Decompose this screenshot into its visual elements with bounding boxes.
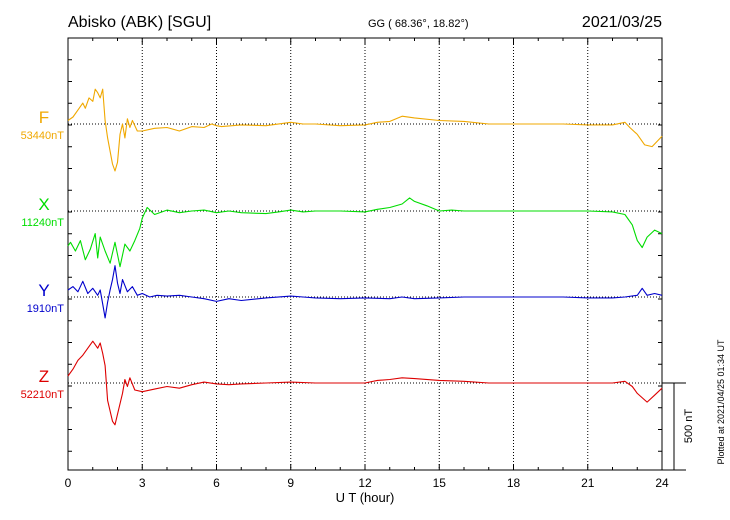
series-name-y: Y (38, 281, 49, 300)
baseline-value-y: 1910nT (27, 303, 65, 315)
series-line-z (67, 340, 663, 426)
baseline-value-x: 11240nT (21, 217, 64, 229)
x-tick-label-18: 18 (507, 476, 521, 490)
x-tick-labels: 0 3 6 9 12 15 18 21 24 (65, 476, 669, 490)
scale-bar-label: 500 nT (683, 409, 695, 444)
series-line-y (67, 265, 663, 319)
series-name-x: X (38, 195, 49, 214)
minor-ticks (67, 38, 663, 470)
baseline-value-f: 53440nT (21, 130, 65, 142)
x-tick-label-9: 9 (287, 476, 294, 490)
baseline-value-z: 52210nT (21, 389, 65, 401)
series-lines (67, 88, 663, 426)
series-line-x (67, 197, 663, 268)
coordinates-label: GG ( 68.36°, 18.82°) (368, 18, 469, 30)
x-tick-label-6: 6 (213, 476, 220, 490)
x-axis-label: U T (hour) (336, 490, 395, 505)
plotted-at-note: Plotted at 2021/04/25 01:34 UT (716, 339, 726, 465)
series-name-f: F (39, 108, 49, 127)
station-title: Abisko (ABK) [SGU] (68, 14, 211, 31)
x-tick-label-0: 0 (65, 476, 72, 490)
series-labels: F 53440nT X 11240nT Y 1910nT Z 52210nT (21, 108, 65, 401)
date-label: 2021/03/25 (582, 14, 662, 31)
x-tick-label-24: 24 (655, 476, 669, 490)
series-name-z: Z (39, 367, 49, 386)
vertical-gridlines (141, 38, 589, 470)
x-tick-label-21: 21 (581, 476, 595, 490)
x-tick-label-3: 3 (139, 476, 146, 490)
series-line-f (67, 88, 663, 172)
scale-bar: 500 nT (662, 382, 695, 471)
x-tick-label-15: 15 (433, 476, 447, 490)
x-tick-label-12: 12 (358, 476, 372, 490)
